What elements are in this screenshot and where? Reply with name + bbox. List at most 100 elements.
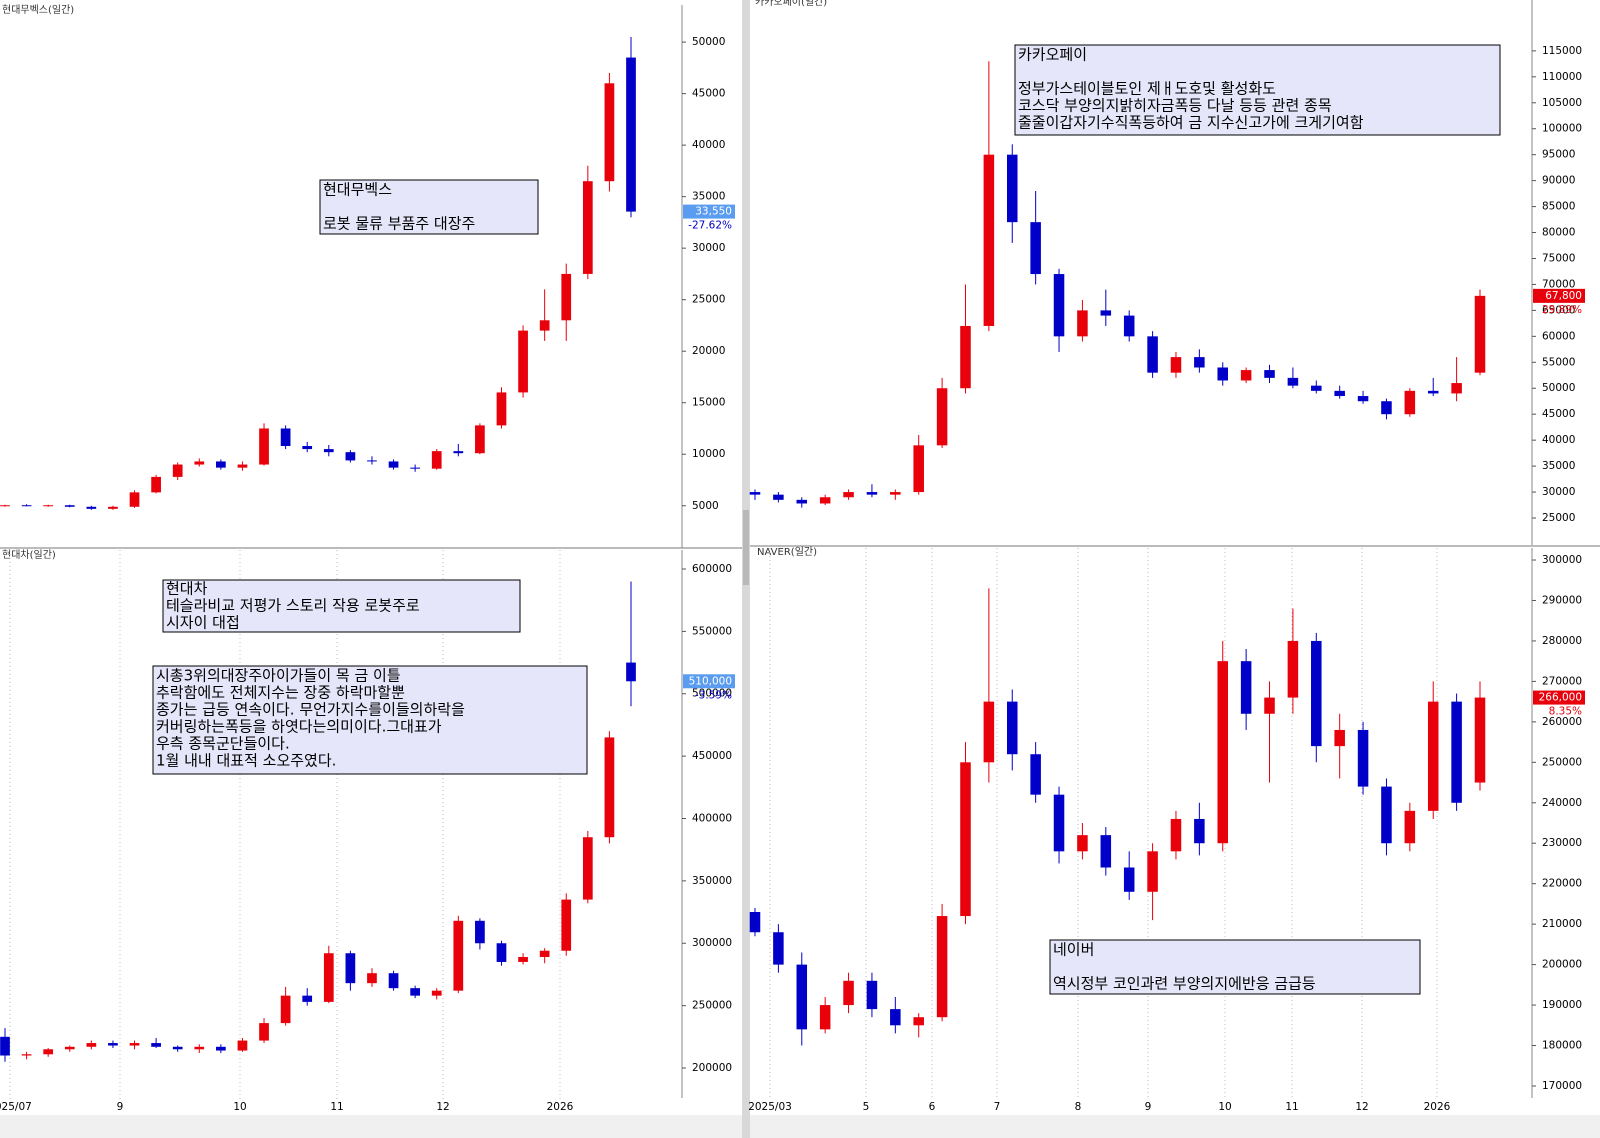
y-tick-label: 200000	[692, 1062, 732, 1074]
y-tick-label: 50000	[692, 36, 725, 48]
price-tag-label: 510,000	[689, 675, 732, 687]
candle-body	[259, 1023, 269, 1041]
x-tick-label: 9	[1145, 1101, 1152, 1113]
price-tag	[683, 674, 735, 689]
candle-body	[819, 497, 831, 504]
y-tick-label: 70000	[1542, 278, 1575, 290]
candle-body	[796, 964, 808, 1030]
price-tag-label: 67,800	[1545, 290, 1582, 302]
candle-body	[86, 1043, 97, 1047]
candle-body	[237, 1040, 248, 1051]
candle-body	[1053, 274, 1065, 337]
annotation-text: 로봇 물류 부품주 대장주	[323, 215, 475, 233]
candle-body	[936, 388, 948, 446]
candle-body	[1404, 390, 1416, 415]
annotation-box	[1014, 44, 1501, 136]
candle-body	[43, 1049, 54, 1055]
price-tag-label: 33,550	[695, 206, 732, 218]
candle-body	[1381, 401, 1392, 415]
candle-body	[323, 953, 334, 1002]
annotation-text: 1월 내내 대표적 소오주였다.	[156, 752, 336, 770]
y-tick-label: 500000	[692, 688, 732, 700]
annotation-box	[152, 665, 588, 775]
annotation-text: 역시정부 코인과련 부양의지에반응 금급등	[1053, 975, 1316, 993]
y-tick-label: 15000	[692, 397, 725, 409]
candle-body	[1311, 385, 1322, 391]
candle-body	[773, 932, 784, 965]
candle-body	[1077, 835, 1088, 852]
candle-body	[172, 1046, 183, 1050]
candle-body	[345, 452, 356, 461]
y-tick-label: 280000	[1542, 635, 1582, 647]
candle-body	[388, 461, 399, 468]
chart-title: NAVER(일간)	[757, 546, 817, 558]
candle-body	[64, 505, 75, 507]
candle-body	[194, 1046, 205, 1050]
candle-body	[1334, 390, 1345, 397]
y-tick-label: 55000	[1542, 356, 1575, 368]
candle-body	[410, 467, 420, 469]
candle-body	[1357, 396, 1369, 402]
price-tag	[1533, 288, 1585, 303]
y-tick-label: 5000	[692, 500, 719, 512]
x-tick-label: 2026	[547, 1101, 574, 1113]
y-tick-label: 240000	[1542, 797, 1582, 809]
y-tick-label: 30000	[1542, 486, 1575, 498]
y-tick-label: 220000	[1542, 878, 1582, 890]
annotation-text: 시총3위의대장주아이가들이 목 금 이틀	[156, 667, 401, 685]
candle-body	[1474, 697, 1486, 783]
candle-body	[1217, 661, 1229, 844]
candle-body	[819, 1005, 831, 1030]
candle-body	[1451, 701, 1462, 803]
candle-body	[64, 1046, 75, 1050]
candle-body	[582, 837, 593, 900]
y-tick-label: 450000	[692, 750, 732, 762]
y-tick-label: 180000	[1542, 1040, 1582, 1052]
candle-body	[1194, 818, 1205, 844]
candle-body	[936, 916, 948, 1018]
candle-body	[1147, 336, 1158, 373]
candle-body	[843, 492, 854, 498]
y-tick-label: 30000	[692, 242, 725, 254]
candle-body	[749, 912, 761, 933]
candle-body	[151, 1043, 161, 1047]
candle-body	[431, 990, 442, 996]
candle-body	[1006, 154, 1018, 223]
annotation-text: 추락함에도 전체지수는 장중 하락마할뿐	[156, 684, 405, 702]
annotation-text: 현대차	[166, 580, 208, 598]
candle-body	[302, 995, 313, 1002]
candle-body	[539, 950, 550, 957]
annotation-text: 코스닥 부양의지밝히자금폭등 다날 등등 관련 종목	[1018, 97, 1332, 115]
chart-title: 현대무벡스(일간)	[2, 4, 74, 16]
candle-body	[1240, 370, 1252, 381]
candle-body	[453, 920, 464, 991]
y-tick-label: 35000	[1542, 460, 1575, 472]
annotation-text: 정부가스테이블토인 제ㅐ도호및 활성화도	[1018, 80, 1276, 98]
candle-body	[1311, 640, 1322, 747]
y-tick-label: 100000	[1542, 123, 1582, 135]
y-tick-label: 600000	[692, 563, 732, 575]
candle-body	[1404, 810, 1416, 844]
candle-body	[604, 737, 615, 838]
candle-body	[1053, 794, 1065, 852]
candle-body	[890, 492, 901, 495]
candle-body	[1427, 390, 1439, 394]
y-tick-label: 115000	[1542, 45, 1582, 57]
y-tick-label: 75000	[1542, 252, 1575, 264]
candle-body	[960, 325, 971, 389]
candle-body	[1194, 357, 1205, 368]
candle-body	[796, 499, 808, 504]
candle-body	[216, 461, 226, 468]
y-tick-label: 290000	[1542, 594, 1582, 606]
y-tick-label: 45000	[1542, 408, 1575, 420]
candle-body	[496, 943, 507, 962]
candle-body	[496, 392, 507, 426]
candle-body	[1006, 701, 1018, 755]
scroll-thumb[interactable]	[743, 510, 749, 585]
y-tick-label: 270000	[1542, 675, 1582, 687]
chart-title: 현대차(일간)	[2, 549, 56, 561]
candle-body	[410, 988, 420, 996]
y-tick-label: 45000	[692, 88, 725, 100]
y-tick-label: 40000	[692, 139, 725, 151]
candle-body	[237, 464, 248, 468]
